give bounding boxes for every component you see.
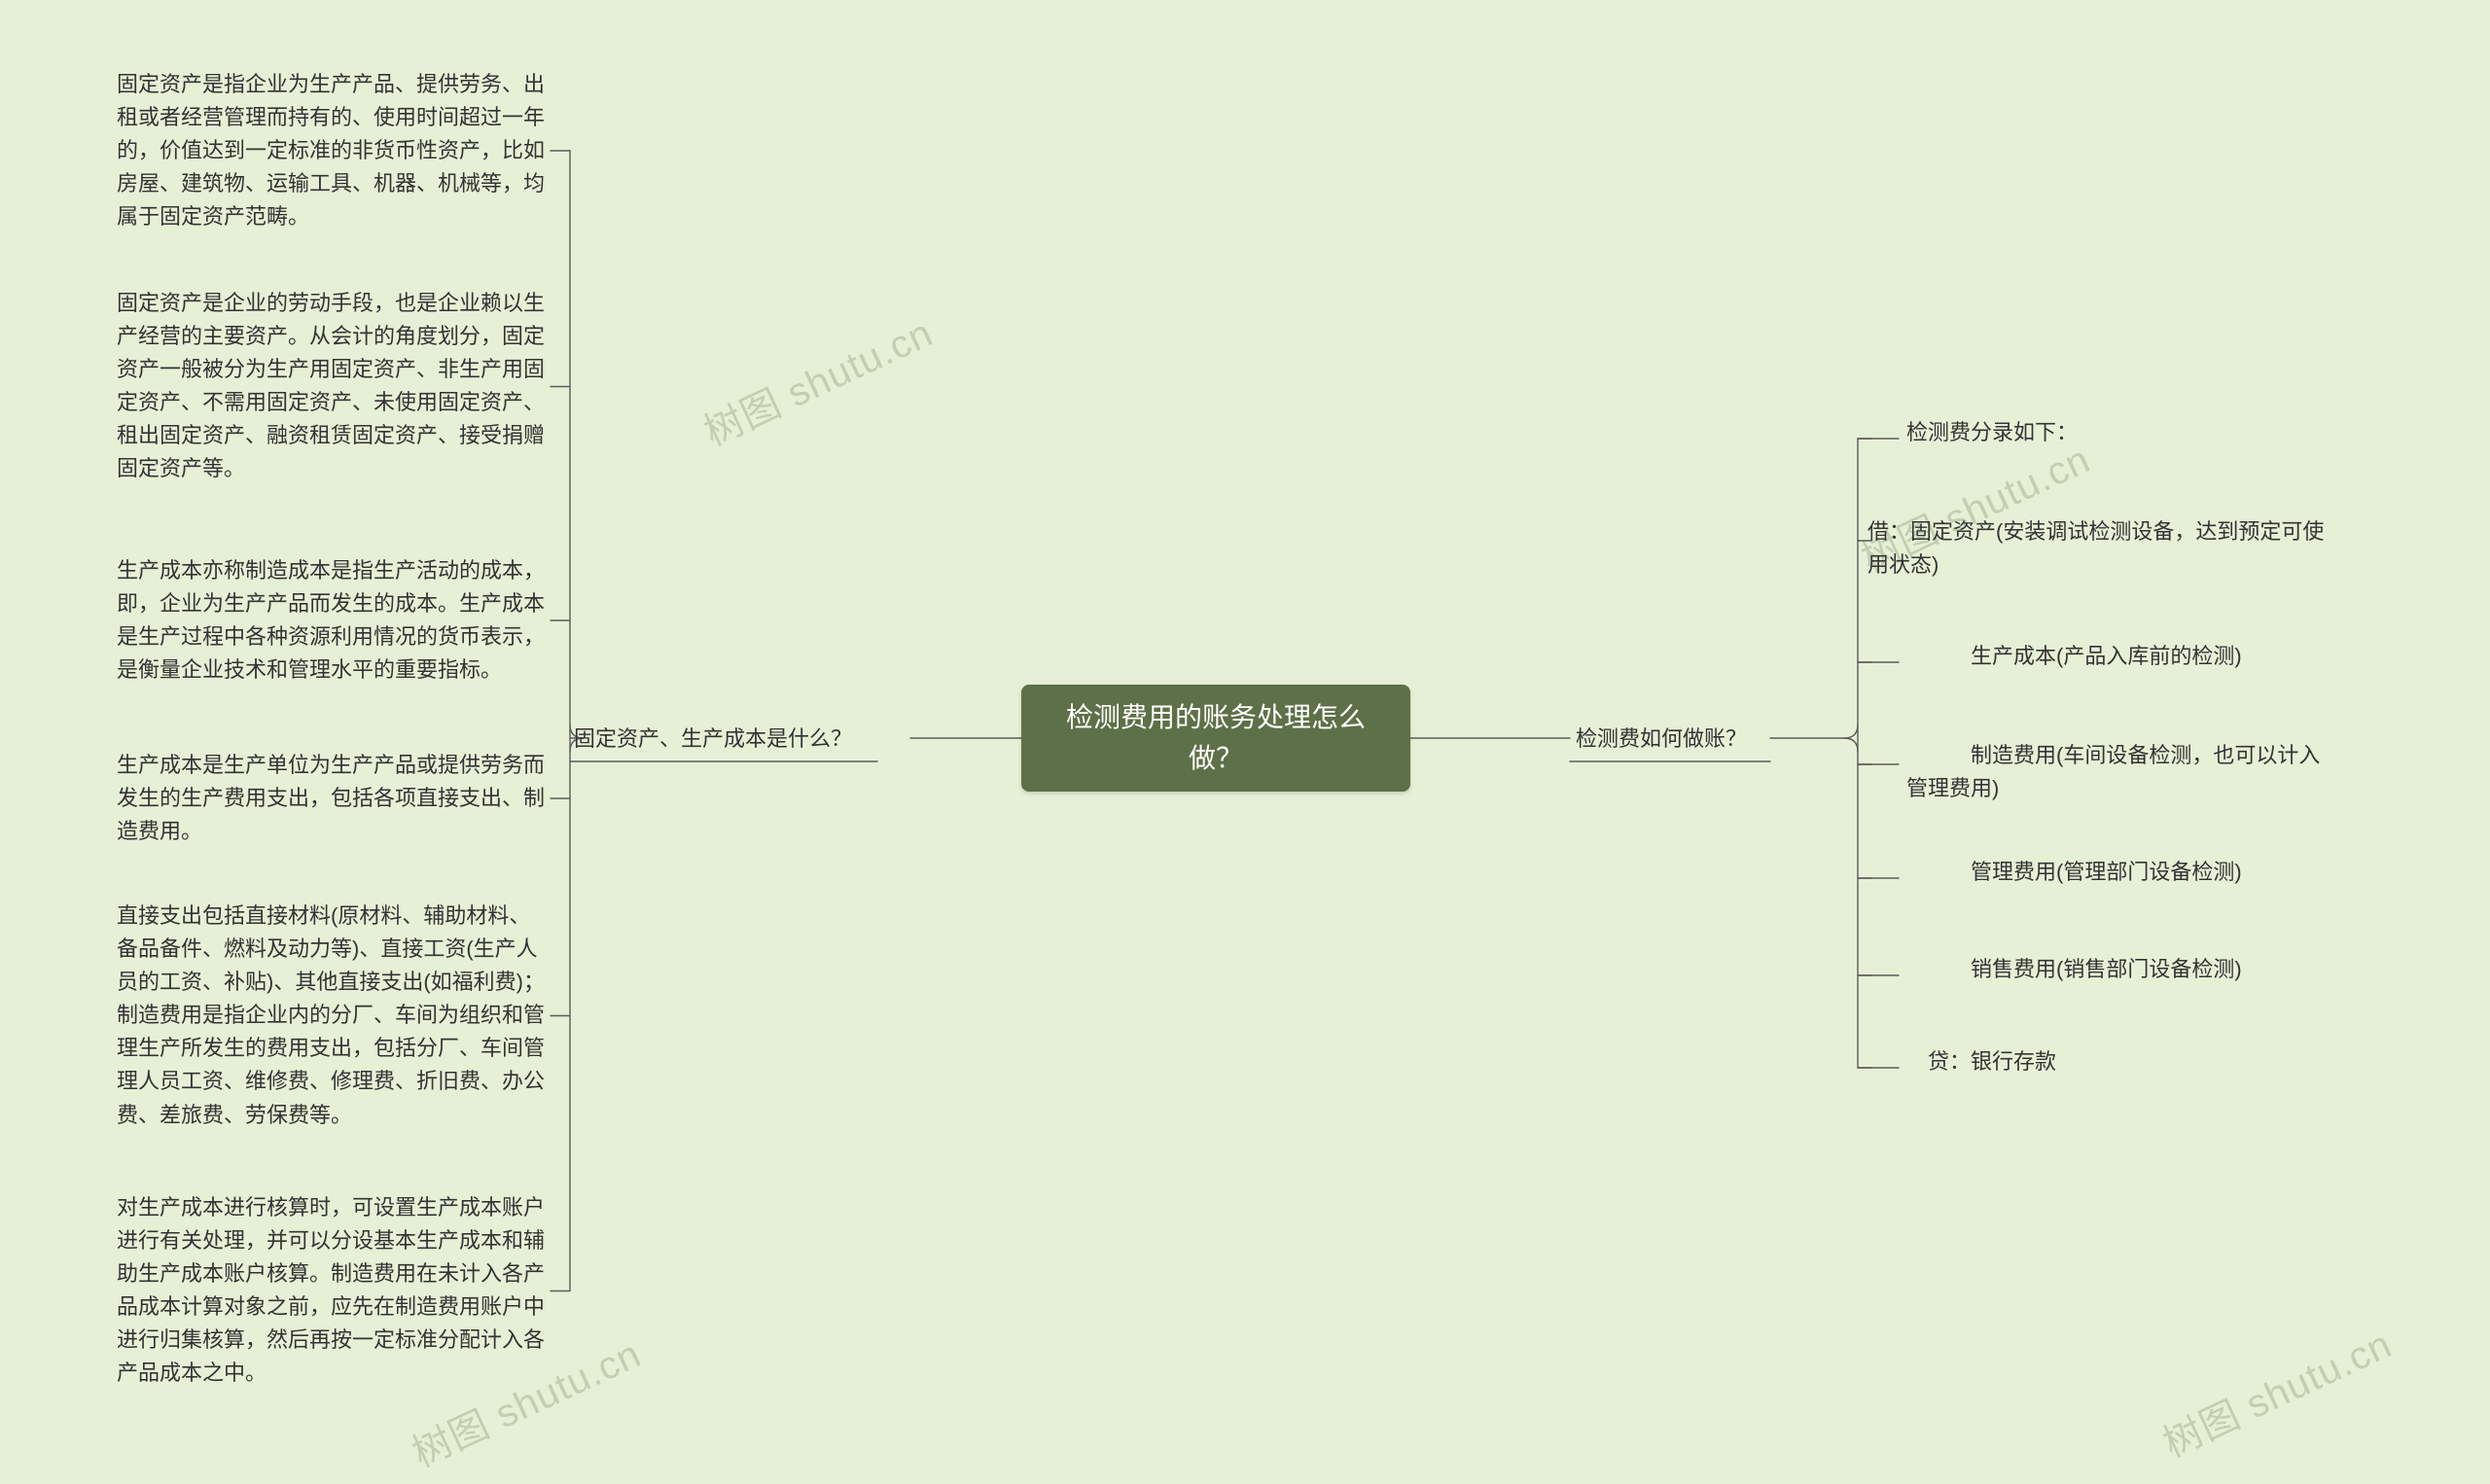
left-branch-label: 固定资产、生产成本是什么？ [574, 723, 905, 756]
right-leaf-5: 销售费用(销售部门设备检测) [1906, 953, 2325, 986]
left-leaf-1: 固定资产是企业的劳动手段，也是企业赖以生产经营的主要资产。从会计的角度划分，固定… [117, 287, 545, 486]
central-topic: 检测费用的账务处理怎么做？ [1021, 685, 1410, 792]
right-leaf-0: 检测费分录如下： [1906, 416, 2325, 449]
left-leaf-4: 直接支出包括直接材料(原材料、辅助材料、备品备件、燃料及动力等)、直接工资(生产… [117, 900, 545, 1132]
watermark: 树图 shutu.cn [2152, 1313, 2400, 1468]
left-leaf-5: 对生产成本进行核算时，可设置生产成本账户进行有关处理，并可以分设基本生产成本和辅… [117, 1191, 545, 1391]
left-leaf-3: 生产成本是生产单位为生产产品或提供劳务而发生的生产费用支出，包括各项直接支出、制… [117, 749, 545, 848]
left-leaf-0: 固定资产是指企业为生产产品、提供劳务、出租或者经营管理而持有的、使用时间超过一年… [117, 68, 545, 233]
left-leaf-2: 生产成本亦称制造成本是指生产活动的成本，即，企业为生产产品而发生的成本。生产成本… [117, 554, 545, 687]
right-leaf-1: 借：固定资产(安装调试检测设备，达到预定可使用状态) [1868, 515, 2325, 582]
right-leaf-6: 贷：银行存款 [1906, 1045, 2325, 1078]
watermark: 树图 shutu.cn [694, 301, 941, 457]
mindmap-canvas: 检测费用的账务处理怎么做？树图 shutu.cn树图 shutu.cn树图 sh… [0, 0, 2490, 1484]
right-branch-label: 检测费如何做账？ [1576, 723, 1799, 756]
right-leaf-3: 制造费用(车间设备检测，也可以计入管理费用) [1906, 739, 2334, 805]
right-leaf-4: 管理费用(管理部门设备检测) [1906, 856, 2325, 889]
right-leaf-2: 生产成本(产品入库前的检测) [1906, 640, 2325, 673]
